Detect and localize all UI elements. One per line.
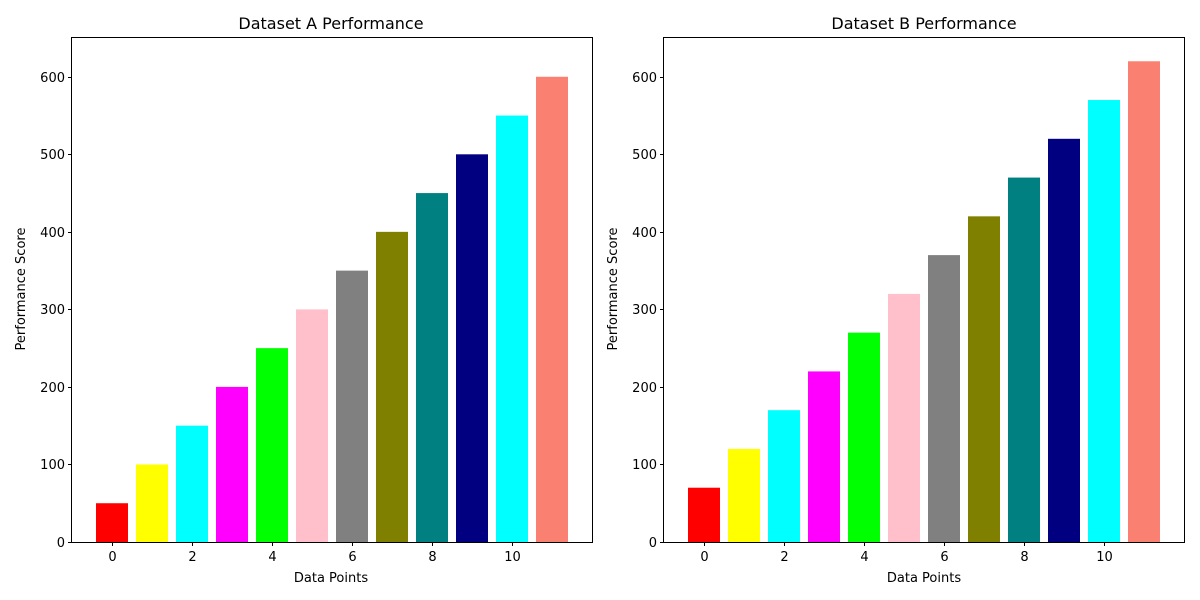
x-tick-label: 10 [504, 550, 521, 565]
y-tick-label: 100 [632, 458, 657, 473]
x-axis-label: Data Points [294, 571, 368, 586]
bar [296, 309, 328, 542]
bar [96, 503, 128, 542]
y-tick-label: 0 [649, 536, 657, 551]
y-tick-label: 600 [632, 71, 657, 86]
y-tick-label: 300 [632, 303, 657, 318]
bar [928, 255, 960, 543]
y-tick-label: 200 [632, 381, 657, 396]
bar [136, 464, 168, 542]
y-tick-label: 500 [40, 148, 65, 163]
bar [1008, 177, 1040, 542]
y-tick-label: 400 [40, 226, 65, 241]
x-tick-label: 6 [940, 550, 948, 565]
x-tick-label: 2 [188, 550, 196, 565]
bar [176, 425, 208, 542]
bar [1088, 100, 1120, 542]
y-axis-ticks: 0 100 200 300 400 500 600 [40, 71, 72, 551]
x-tick-label: 8 [1020, 550, 1028, 565]
x-axis-ticks: 0 2 4 6 8 10 [700, 542, 1113, 565]
bar [496, 115, 528, 542]
bar [336, 270, 368, 542]
y-tick-label: 0 [57, 536, 65, 551]
bar [768, 410, 800, 542]
bar [256, 348, 288, 542]
bar [888, 293, 920, 542]
y-axis-label: Performance Score [14, 228, 29, 351]
chart-panel-dataset-a: Dataset A Performance Data Points Perfor… [14, 14, 593, 586]
bar [1128, 61, 1160, 542]
bar [216, 386, 248, 542]
y-tick-label: 600 [40, 71, 65, 86]
chart-title: Dataset A Performance [238, 14, 423, 33]
chart-title: Dataset B Performance [831, 14, 1016, 33]
x-axis-label: Data Points [887, 571, 961, 586]
chart-panel-dataset-b: Dataset B Performance Data Points Perfor… [606, 14, 1185, 586]
bar [456, 154, 488, 542]
bar [1048, 138, 1080, 543]
bar [968, 216, 1000, 542]
bar-group [688, 61, 1160, 543]
x-axis-ticks: 0 2 4 6 8 10 [108, 542, 521, 565]
x-tick-label: 0 [108, 550, 116, 565]
bar [536, 76, 568, 543]
x-tick-label: 10 [1096, 550, 1113, 565]
bar [416, 193, 448, 542]
x-tick-label: 4 [268, 550, 276, 565]
bar [376, 231, 408, 542]
bar [728, 448, 760, 542]
x-tick-label: 6 [348, 550, 356, 565]
plot-frame [663, 37, 1185, 543]
y-tick-label: 400 [632, 226, 657, 241]
y-tick-label: 100 [40, 458, 65, 473]
y-tick-label: 300 [40, 303, 65, 318]
x-tick-label: 4 [860, 550, 868, 565]
bar-group [96, 76, 568, 543]
y-tick-label: 500 [632, 148, 657, 163]
x-tick-label: 2 [780, 550, 788, 565]
plot-frame [71, 37, 593, 543]
y-axis-label: Performance Score [606, 228, 621, 351]
x-tick-label: 0 [700, 550, 708, 565]
bar [808, 371, 840, 542]
bar [688, 487, 720, 542]
bar [848, 332, 880, 542]
x-tick-label: 8 [428, 550, 436, 565]
y-tick-label: 200 [40, 381, 65, 396]
